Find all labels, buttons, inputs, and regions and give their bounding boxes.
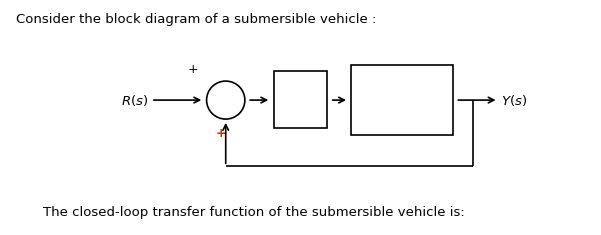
- Text: $K_1$: $K_1$: [292, 91, 309, 108]
- Text: $K$: $K$: [396, 70, 408, 84]
- Bar: [273, 71, 328, 128]
- Text: $s+K_1K_2$: $s+K_1K_2$: [378, 116, 426, 131]
- Bar: [352, 65, 453, 135]
- Text: Consider the block diagram of a submersible vehicle :: Consider the block diagram of a submersi…: [16, 13, 377, 26]
- Text: The closed-loop transfer function of the submersible vehicle is:: The closed-loop transfer function of the…: [43, 206, 465, 219]
- Text: $R(s)$: $R(s)$: [121, 93, 148, 108]
- Text: +: +: [188, 63, 199, 76]
- Text: $Y(s)$: $Y(s)$: [501, 93, 527, 108]
- Text: +: +: [216, 127, 226, 140]
